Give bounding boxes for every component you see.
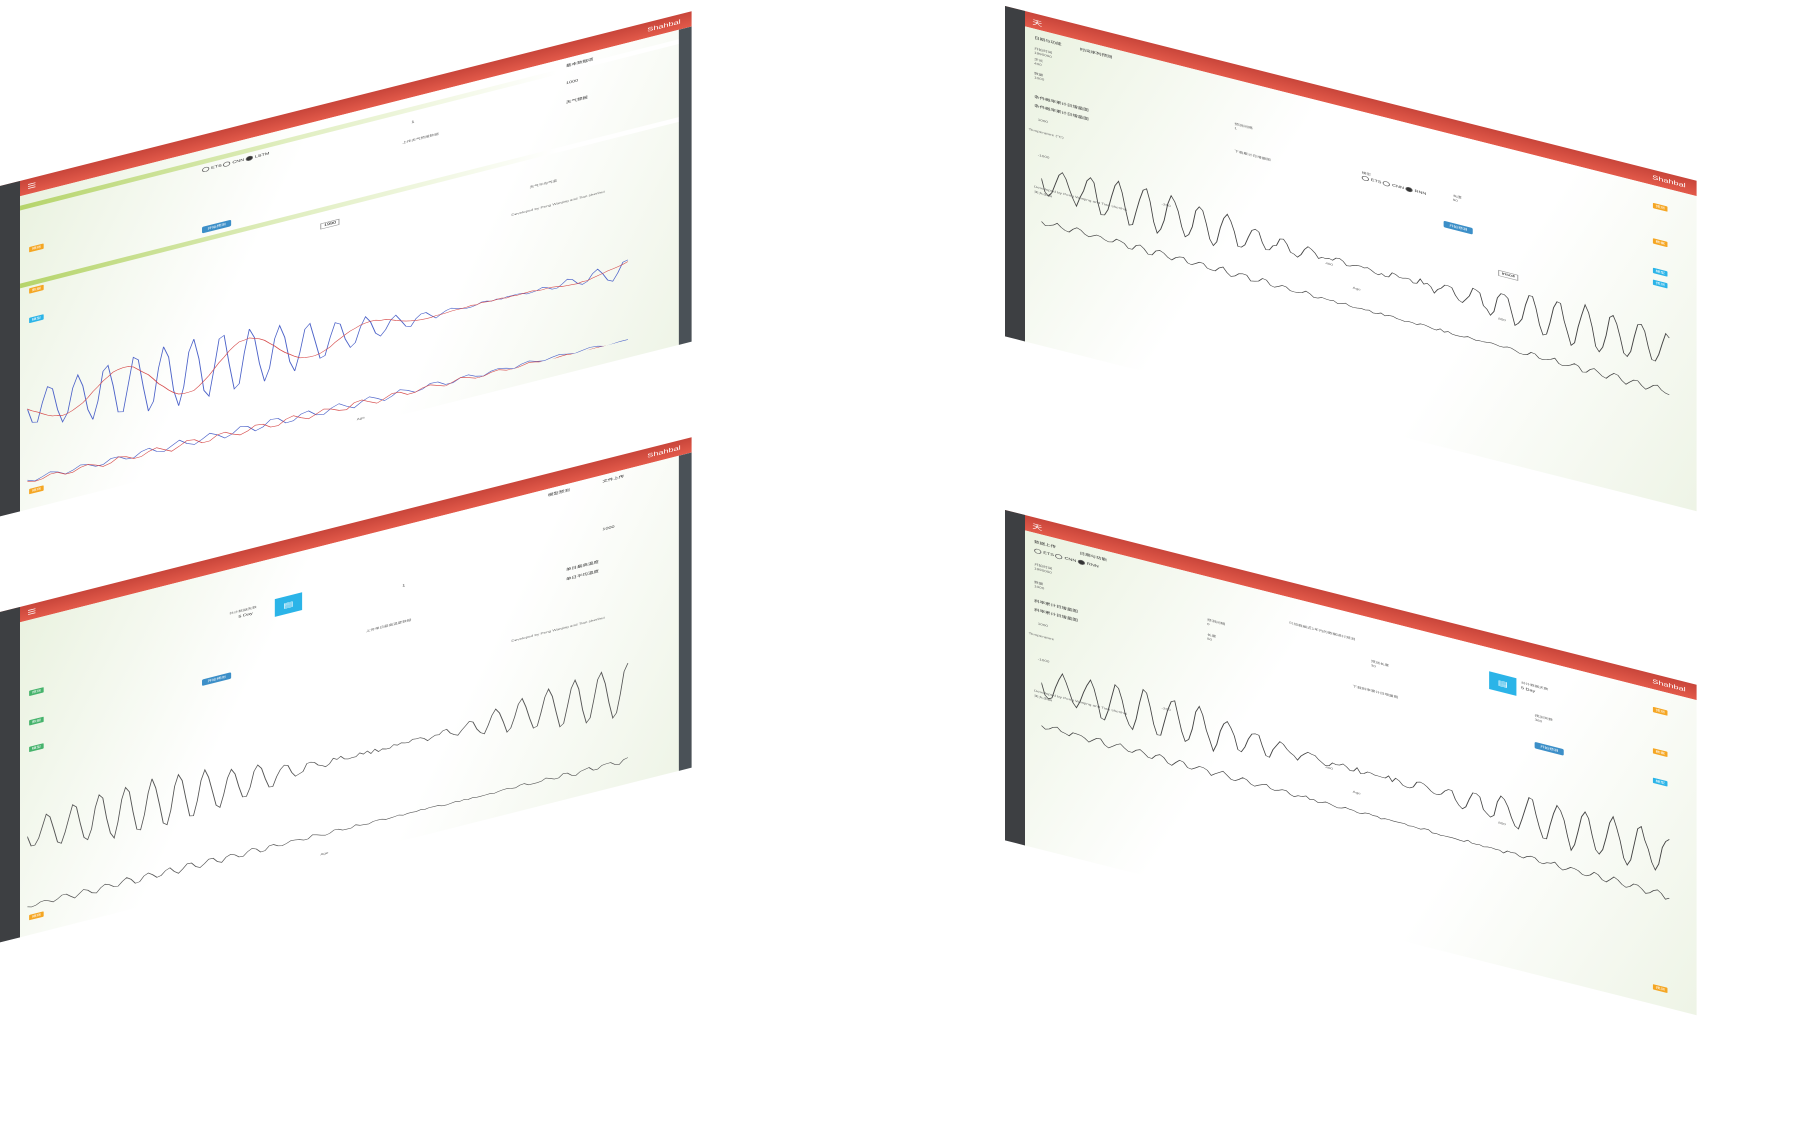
left-frame	[0, 606, 21, 943]
input-value[interactable]: 1	[411, 120, 415, 125]
panel-top-right: 天 Shahbal 日期与功能 时间序列预测 开始时间 1990000 步长 4…	[1005, 6, 1697, 512]
predict-button[interactable]: 开始预测	[1443, 220, 1473, 235]
radio-label: ETS	[1043, 551, 1054, 558]
chart-line-main	[1041, 672, 1670, 871]
panel-top-left: ☰ Shahbal 基本数据项 1000 1 ETS CNN LSTM 天气预报…	[0, 11, 692, 517]
close-icon[interactable]: 天	[1032, 522, 1043, 533]
status-tag: 数据	[29, 716, 44, 726]
model-radio[interactable]: ETS CNN RNN	[1361, 175, 1427, 197]
upload-button[interactable]: 上传天气预报数据	[402, 132, 439, 146]
input-value[interactable]: 1000	[566, 78, 579, 86]
status-tag: 模型	[1652, 777, 1668, 787]
wave-chart	[1041, 172, 1670, 396]
radio-icon[interactable]	[1382, 180, 1391, 188]
tab-data-upload[interactable]: 数据上传	[1034, 540, 1056, 550]
radio-icon[interactable]	[202, 166, 210, 173]
radio-icon[interactable]	[223, 160, 231, 168]
calendar-icon: ▤	[1489, 671, 1517, 696]
radio-label: LSTM	[254, 151, 270, 160]
chart-line-main	[1041, 172, 1670, 362]
status-tag: 预测	[29, 243, 44, 253]
status-tag: 预测	[1652, 706, 1668, 716]
radio-icon[interactable]	[245, 155, 253, 162]
field-value[interactable]: 50	[1452, 198, 1458, 204]
radio-label: CNN	[1064, 556, 1077, 564]
radio-label: CNN	[1392, 183, 1404, 191]
sine-chart	[27, 259, 629, 482]
upload-button[interactable]: 上传单日最高温度数据	[365, 618, 412, 634]
radio-label: RNN	[1414, 189, 1427, 197]
tab-model-predict[interactable]: 模型预测	[547, 488, 570, 498]
chart-line-red	[27, 261, 629, 417]
close-icon[interactable]: ☰	[27, 181, 37, 191]
right-toolbar	[678, 26, 692, 345]
radio-label: RNN	[1086, 562, 1099, 569]
chart-tooltip: 1990	[320, 218, 340, 230]
input-value[interactable]: 1000	[602, 525, 615, 532]
chart-line-bottom-red	[27, 340, 628, 482]
status-tag: 预测	[29, 687, 44, 697]
field-value[interactable]: 30	[1370, 663, 1376, 669]
tab-date-function[interactable]: 日期与功能	[1034, 36, 1062, 47]
checkbox-recent[interactable]: 只加载最近1年内的数据进行预测	[1288, 621, 1356, 642]
radio-icon[interactable]	[1034, 548, 1042, 555]
download-button[interactable]: 下载斜率累计日增量图	[1352, 684, 1399, 700]
status-tag: 数据	[1652, 748, 1668, 758]
radio-icon[interactable]	[1055, 553, 1063, 560]
left-frame	[0, 180, 21, 517]
chart-line-lower	[27, 757, 629, 908]
section-title: 天气预报	[566, 95, 588, 105]
calendar-icon: ▤	[274, 592, 303, 617]
radio-label: CNN	[232, 158, 245, 165]
radio-label: ETS	[1370, 178, 1382, 185]
y-tick: 1000	[1037, 622, 1048, 629]
chart-line-lower	[1041, 725, 1670, 900]
status-tag: 模型	[1652, 267, 1668, 277]
left-frame	[1005, 6, 1026, 342]
field-value[interactable]: 400	[1034, 61, 1042, 68]
chart-line-bottom-blue	[27, 339, 628, 482]
radio-icon[interactable]	[1405, 186, 1413, 193]
field-value[interactable]: 1	[1234, 126, 1237, 131]
status-tag: 预测	[1652, 202, 1668, 212]
status-tag: 数据	[1652, 238, 1668, 248]
close-icon[interactable]: ☰	[27, 607, 37, 617]
predict-button[interactable]: 开始预测	[1534, 741, 1564, 756]
chart-line-main	[27, 663, 629, 847]
field-value[interactable]: 50	[1207, 637, 1213, 642]
status-tag: 预测	[1652, 984, 1668, 994]
panel-bottom-right: 天 Shahbal 数据上传 日期与功能 ETS CNN RNN 开始时间 19…	[1005, 510, 1697, 1016]
status-tag: 数据	[29, 284, 44, 294]
field-value[interactable]: 0	[1207, 622, 1210, 627]
tab-file-upload[interactable]: 文件上传	[602, 474, 625, 484]
chart-line-lower	[1041, 221, 1670, 396]
field-value[interactable]: 360	[1534, 718, 1543, 724]
panel-bottom-left: ☰ Shahbal 文件上传 模型预测 ▤ 共计数据天数 5 Day 1000 …	[0, 437, 692, 943]
y-tick: 1000	[1037, 118, 1048, 125]
radio-icon[interactable]	[1361, 175, 1369, 182]
left-frame	[1005, 510, 1026, 846]
wave-chart	[27, 663, 629, 908]
status-tag: 预测	[1652, 279, 1668, 289]
radio-icon[interactable]	[1077, 559, 1086, 566]
x-axis-label: Age	[320, 851, 329, 857]
radio-label: ETS	[211, 163, 222, 171]
field-label: 预测间隔	[1207, 618, 1226, 627]
right-toolbar	[678, 452, 692, 771]
input-value[interactable]: 1	[402, 583, 406, 589]
close-icon[interactable]: 天	[1032, 18, 1043, 29]
x-axis-label: Age	[356, 415, 365, 422]
predict-button[interactable]: 开始预测	[202, 672, 232, 687]
chart-line-blue	[27, 259, 629, 423]
download-button[interactable]: 下载累计日增量图	[1234, 149, 1271, 163]
wave-chart	[1041, 672, 1670, 900]
tab-timeseries[interactable]: 时间序列预测	[1079, 47, 1113, 60]
